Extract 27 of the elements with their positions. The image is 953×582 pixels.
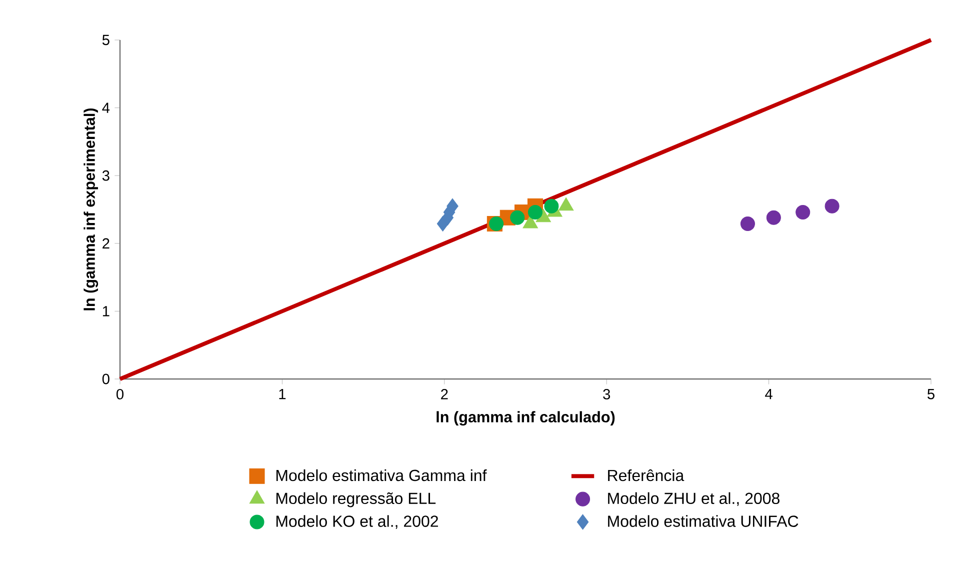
legend-label: Modelo regressão ELL [276, 492, 436, 508]
x-axis-title: ln (gamma inf calculado) [436, 411, 615, 426]
x-tick-label: 2 [441, 388, 448, 400]
legend-label: Modelo KO et al., 2002 [276, 515, 438, 529]
x-tick-label: 1 [279, 389, 286, 400]
point [740, 216, 755, 231]
x-tick-label: 4 [765, 389, 772, 400]
y-tick-label: 0 [102, 374, 110, 384]
legend-label: Modelo estimativa UNIFAC [608, 515, 798, 527]
legend-label: Modelo estimativa Gamma inf [276, 469, 487, 482]
x-tick-label: 3 [603, 388, 610, 400]
point [510, 210, 525, 225]
y-tick-label: 2 [102, 238, 110, 249]
point [796, 204, 810, 220]
y-axis-title: ln (gamma inf experimental) [84, 108, 98, 310]
legend-label: Modelo ZHU et al., 2008 [608, 492, 780, 506]
x-tick-label: 5 [928, 389, 934, 400]
point [544, 198, 559, 214]
point [528, 204, 542, 220]
y-tick-label: 5 [102, 34, 110, 46]
y-tick-label: 1 [102, 306, 110, 316]
legend-label: Referência [608, 469, 684, 482]
x-tick-label: 0 [116, 388, 124, 400]
y-tick-label: 3 [102, 170, 110, 181]
point [766, 210, 781, 225]
point [824, 198, 840, 214]
y-tick-label: 4 [102, 102, 110, 113]
